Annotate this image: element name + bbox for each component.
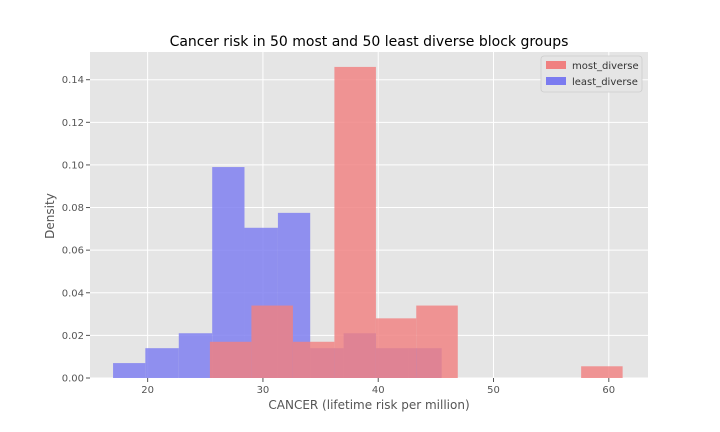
bar-least-diverse xyxy=(178,333,213,378)
y-tick-label: 0.06 xyxy=(62,246,84,257)
x-axis-label: CANCER (lifetime risk per million) xyxy=(268,398,469,412)
y-tick-label: 0.14 xyxy=(62,75,84,86)
y-tick-label: 0.10 xyxy=(62,160,84,171)
y-tick-label: 0.08 xyxy=(62,203,84,214)
bar-least-diverse xyxy=(113,363,146,378)
legend-label-least-diverse: least_diverse xyxy=(572,77,638,88)
y-tick-label: 0.00 xyxy=(62,374,84,385)
y-tick-label: 0.04 xyxy=(62,288,84,299)
y-tick-label: 0.02 xyxy=(62,331,84,342)
chart-title: Cancer risk in 50 most and 50 least dive… xyxy=(170,34,569,50)
y-tick-label: 0.12 xyxy=(62,118,84,129)
bar-most-diverse xyxy=(581,366,623,378)
legend: most_diverse least_diverse xyxy=(540,55,643,93)
x-tick-label: 40 xyxy=(372,385,385,396)
axis-ticks: 0.00 0.02 0.04 0.06 0.08 0.10 0.12 0.14 20 30 40 50… xyxy=(62,75,615,396)
legend-swatch-least-diverse xyxy=(546,77,566,85)
bar-most-diverse xyxy=(375,318,417,378)
bar-most-diverse xyxy=(209,341,252,378)
y-axis-label: Density xyxy=(43,193,57,239)
x-tick-label: 30 xyxy=(257,385,270,396)
legend-swatch-most-diverse xyxy=(546,61,566,69)
bar-most-diverse xyxy=(292,341,335,378)
legend-box xyxy=(540,55,643,93)
legend-label-most-diverse: most_diverse xyxy=(572,61,639,72)
bar-least-diverse xyxy=(145,348,179,378)
x-tick-label: 20 xyxy=(141,385,154,396)
bar-most-diverse xyxy=(416,305,458,378)
x-tick-label: 50 xyxy=(487,385,500,396)
most-diverse-series xyxy=(209,66,623,378)
bar-most-diverse xyxy=(334,66,376,378)
x-tick-label: 60 xyxy=(602,385,615,396)
bar-most-diverse xyxy=(251,305,293,378)
